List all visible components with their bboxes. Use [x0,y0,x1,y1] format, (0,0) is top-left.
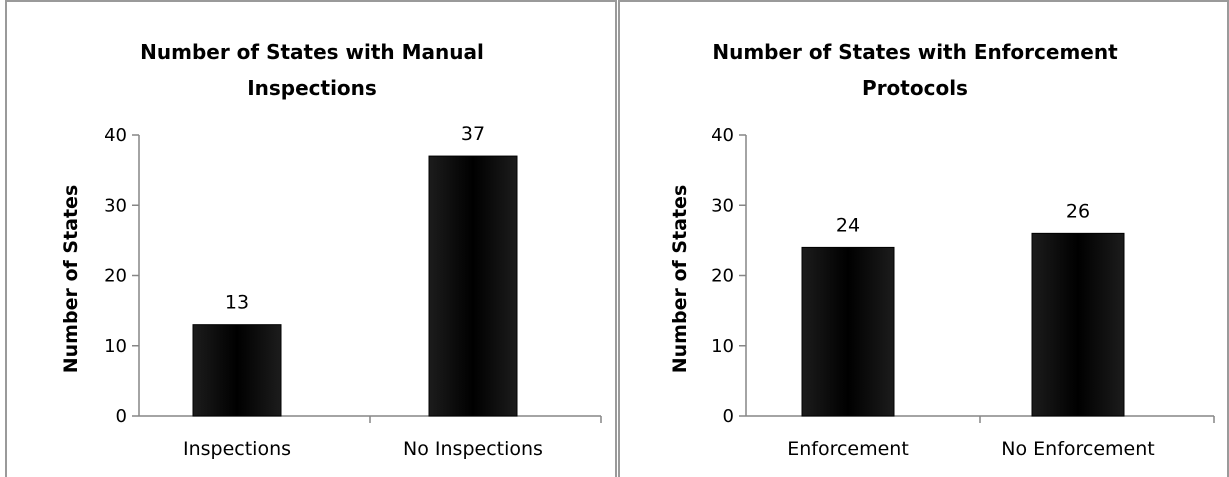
y-tick-label: 20 [711,266,734,287]
y-tick-label: 40 [711,125,734,146]
y-tick-label: 10 [104,336,127,357]
y-tick-label: 20 [104,266,127,287]
plot-area: 0 10 20 30 40 24 Enforcement 26 No Enforcement [711,125,1215,460]
y-tick-label: 0 [116,406,127,427]
y-tick-label: 10 [711,336,734,357]
chart-panel-manual-inspections: Number of States with Manual Inspections… [5,0,617,477]
bar [428,155,518,417]
chart-panel-enforcement-protocols: Number of States with Enforcement Protoc… [618,0,1229,477]
bar [801,246,895,417]
y-tick-label: 0 [723,406,734,427]
bar [1031,232,1125,417]
data-label: 26 [1066,200,1090,222]
chart-title-line-2: Inspections [247,76,377,100]
category-label: Enforcement [787,438,909,460]
chart-title-line-2: Protocols [862,76,968,100]
chart-title-line-1: Number of States with Enforcement [712,40,1118,64]
y-tick-label: 40 [104,125,127,146]
chart-title-line-1: Number of States with Manual [140,40,484,64]
y-axis-label: Number of States [669,185,691,374]
chart-svg-manual-inspections: Number of States with Manual Inspections… [60,40,602,460]
bar [192,324,282,417]
category-label: No Inspections [403,438,543,460]
category-label: No Enforcement [1001,438,1154,460]
chart-svg-enforcement-protocols: Number of States with Enforcement Protoc… [669,40,1215,460]
y-tick-label: 30 [711,195,734,216]
y-tick-label: 30 [104,195,127,216]
data-label: 37 [461,123,485,145]
data-label: 13 [225,292,249,314]
category-label: Inspections [183,438,291,460]
y-axis-label: Number of States [60,185,82,374]
data-label: 24 [836,214,860,236]
plot-area: 0 10 20 30 40 13 Inspections 37 No Inspections [104,123,602,460]
